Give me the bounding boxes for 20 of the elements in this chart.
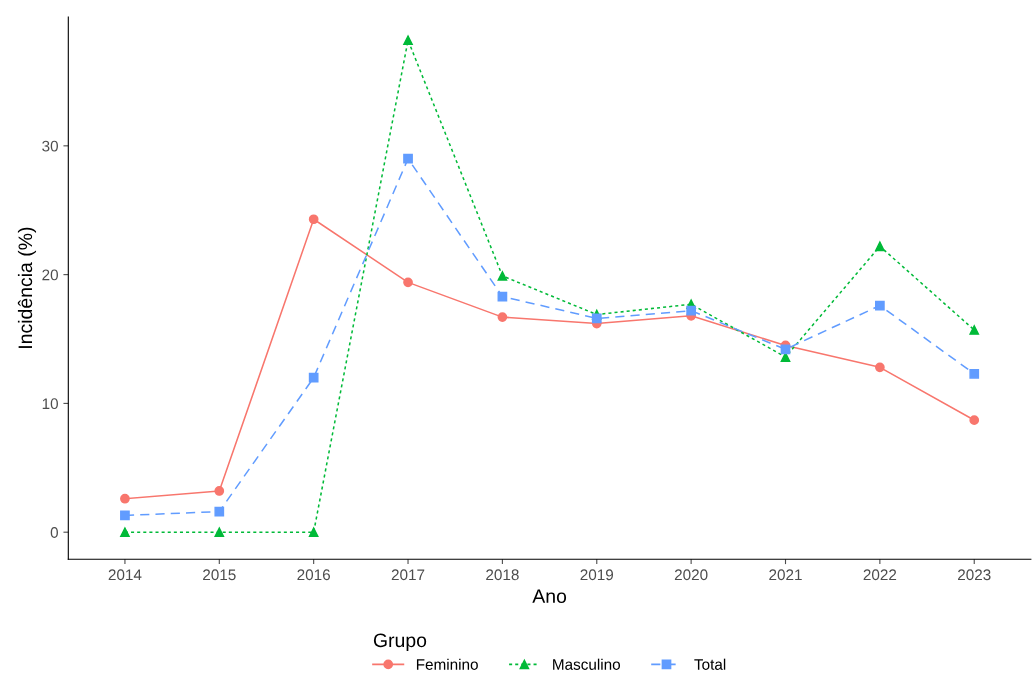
y-tick-label: 10 — [42, 398, 58, 410]
x-tick-label: 2016 — [297, 569, 330, 581]
x-tick-label: 2022 — [863, 569, 897, 581]
legend-title: Grupo — [373, 633, 427, 652]
x-axis-title: Ano — [532, 589, 567, 604]
y-tick-label: 20 — [42, 269, 58, 281]
x-tick-label: 2019 — [580, 569, 614, 581]
x-tick-label: 2014 — [108, 569, 142, 581]
legend-label: Feminino — [416, 658, 478, 670]
y-tick-label: 30 — [42, 140, 58, 152]
x-tick-label: 2021 — [769, 569, 802, 581]
x-tick-label: 2017 — [391, 569, 425, 581]
legend-label: Masculino — [553, 658, 621, 670]
x-tick-label: 2018 — [486, 569, 519, 581]
x-tick-label: 2023 — [958, 569, 991, 581]
y-axis-title: Incidência (%) — [17, 227, 37, 348]
y-tick-label: 0 — [50, 527, 58, 538]
x-tick-label: 2015 — [203, 569, 236, 581]
legend-label: Total — [694, 658, 726, 670]
x-tick-label: 2020 — [674, 569, 708, 581]
